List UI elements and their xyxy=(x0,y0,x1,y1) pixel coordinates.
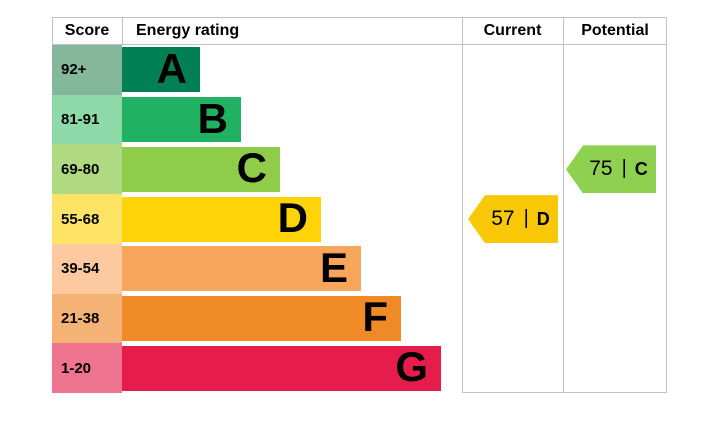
current-rating-value: 57 xyxy=(491,207,515,231)
table-row: 81-91 B xyxy=(52,94,667,145)
band-letter: C xyxy=(236,144,267,192)
current-rating-letter: D xyxy=(536,208,550,229)
score-column-divider xyxy=(122,17,123,44)
score-cell: 21-38 xyxy=(52,293,122,344)
table-row: 69-80 C xyxy=(52,144,667,195)
energy-band-bar: A xyxy=(122,44,200,93)
epc-table: Score Energy rating Current Potential 92… xyxy=(52,17,667,394)
band-letter: F xyxy=(362,293,388,341)
energy-band-bar: D xyxy=(122,194,321,242)
table-row: 21-38 F xyxy=(52,293,667,344)
score-cell: 81-91 xyxy=(52,94,122,145)
energy-band-bar: E xyxy=(122,243,361,292)
score-header: Score xyxy=(64,22,110,39)
table-row: 92+ A xyxy=(52,45,667,95)
potential-rating-value: 75 xyxy=(589,157,613,181)
score-cell: 39-54 xyxy=(52,243,122,294)
energy-band-bar: B xyxy=(122,94,241,143)
rating-separator: | xyxy=(523,206,529,229)
band-letter: G xyxy=(395,343,428,391)
table-bottom-border xyxy=(462,392,667,393)
table-right-border xyxy=(666,17,667,393)
current-rating-arrow: 57 | D xyxy=(468,195,558,244)
band-letter: A xyxy=(156,44,187,92)
potential-rating-arrow: 75 | C xyxy=(566,145,656,194)
header-bottom-border xyxy=(52,44,667,45)
energy-band-bar: C xyxy=(122,144,280,192)
energy-band-bar: G xyxy=(122,343,441,391)
table-row: 39-54 E xyxy=(52,243,667,294)
energy-band-bar: F xyxy=(122,293,401,341)
score-cell: 92+ xyxy=(52,45,122,95)
potential-column-divider xyxy=(563,17,564,393)
potential-header: Potential xyxy=(581,22,649,39)
score-cell: 69-80 xyxy=(52,144,122,195)
band-letter: D xyxy=(277,194,308,242)
band-letter: B xyxy=(197,94,228,142)
rating-separator: | xyxy=(621,156,627,179)
score-cell: 55-68 xyxy=(52,194,122,244)
energy-rating-header: Energy rating xyxy=(136,22,240,39)
potential-rating-letter: C xyxy=(634,158,648,179)
table-row: 55-68 D xyxy=(52,194,667,244)
header-left-border xyxy=(52,17,53,44)
table-top-border xyxy=(52,17,667,18)
table-row: 1-20 G xyxy=(52,343,667,394)
band-letter: E xyxy=(319,243,348,291)
score-cell: 1-20 xyxy=(52,343,122,394)
current-header: Current xyxy=(483,22,542,39)
band-rows: 92+ A 81-91 B 69-80 C 55-68 D xyxy=(52,45,667,394)
current-column-divider xyxy=(462,17,463,393)
